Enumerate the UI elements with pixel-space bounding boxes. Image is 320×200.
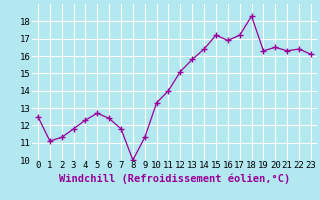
X-axis label: Windchill (Refroidissement éolien,°C): Windchill (Refroidissement éolien,°C) <box>59 173 290 184</box>
